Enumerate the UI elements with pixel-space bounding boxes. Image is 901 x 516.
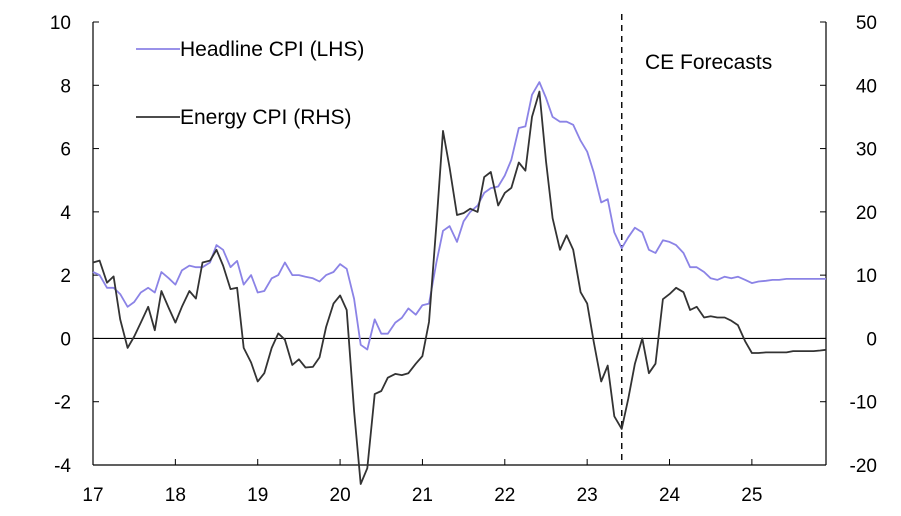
series-lines	[92, 81, 827, 485]
left-y-ticks: -4 -2 0 2 4 6 8 10	[50, 13, 99, 477]
x-tick-label: 20	[330, 485, 351, 506]
x-tick-label: 19	[247, 485, 268, 506]
left-y-tick-label: 0	[60, 329, 71, 350]
left-y-tick-label: -2	[54, 393, 71, 414]
x-tick-label: 25	[741, 485, 762, 506]
series-line-headline-cpi	[92, 81, 826, 351]
legend: Headline CPI (LHS) Energy CPI (RHS)	[136, 38, 364, 129]
left-y-tick-label: 8	[60, 76, 71, 97]
x-tick-label: 23	[577, 485, 598, 506]
x-tick-label: 22	[494, 485, 515, 506]
legend-label-energy-cpi: Energy CPI (RHS)	[180, 106, 352, 129]
left-y-tick-label: 4	[60, 203, 71, 224]
right-y-tick-label: 0	[866, 329, 877, 350]
left-y-tick-label: 10	[50, 13, 71, 34]
x-tick-label: 24	[659, 485, 681, 506]
right-y-tick-label: -20	[850, 456, 877, 477]
x-tick-label: 21	[412, 485, 433, 506]
legend-label-headline-cpi: Headline CPI (LHS)	[180, 38, 364, 61]
x-ticks: 17 18 19 20 21 22 23 24 25	[82, 459, 762, 506]
right-y-ticks: -20 -10 0 10 20 30 40 50	[820, 13, 877, 477]
forecast-annotation: CE Forecasts	[645, 51, 772, 74]
left-y-tick-label: 6	[60, 140, 71, 161]
left-y-tick-label: -4	[54, 456, 71, 477]
left-y-tick-label: 2	[60, 266, 71, 287]
right-y-tick-label: 50	[856, 13, 877, 34]
right-y-tick-label: -10	[850, 393, 877, 414]
series-line-energy-cpi	[92, 90, 827, 485]
right-y-tick-label: 40	[856, 76, 877, 97]
right-y-tick-label: 20	[856, 203, 877, 224]
x-tick-label: 18	[165, 485, 186, 506]
right-y-tick-label: 30	[856, 140, 877, 161]
x-tick-label: 17	[82, 485, 103, 506]
right-y-tick-label: 10	[856, 266, 877, 287]
